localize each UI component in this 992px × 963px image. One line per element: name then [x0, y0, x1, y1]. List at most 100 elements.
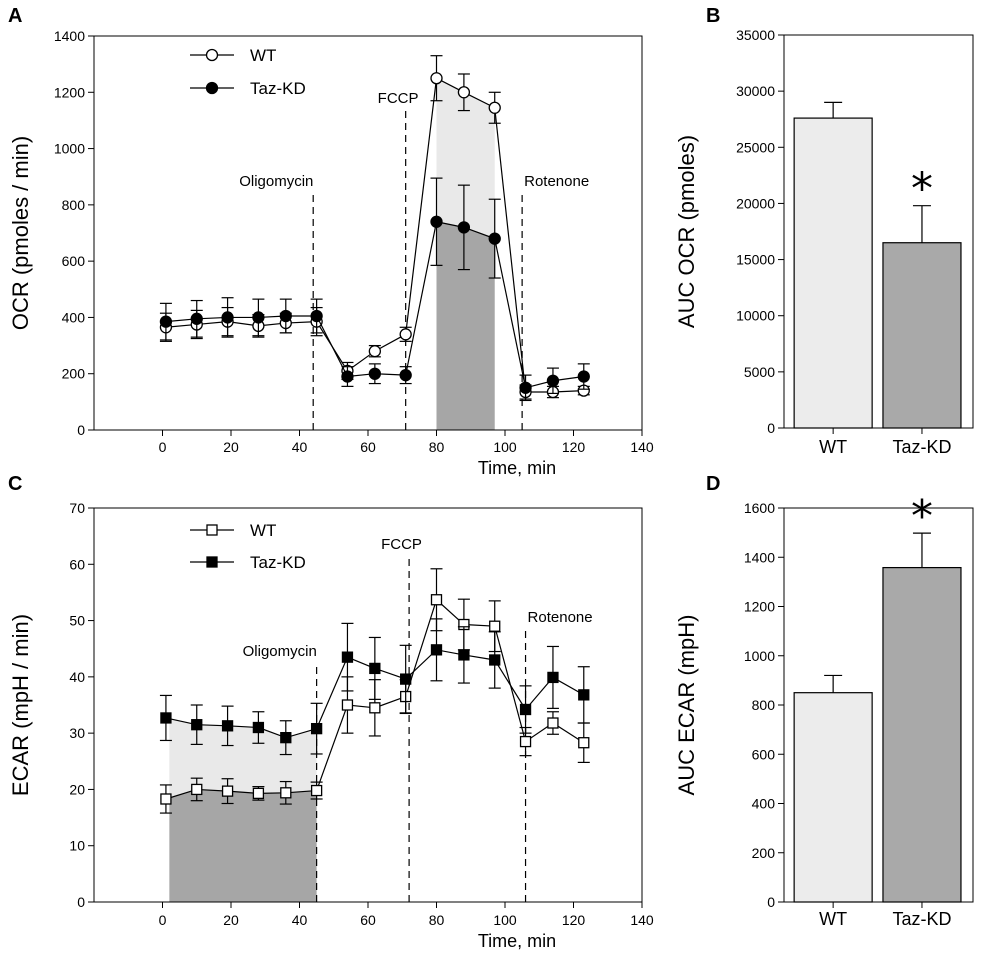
- x-tick-label: 40: [292, 439, 308, 455]
- y-tick-label: 800: [752, 697, 776, 713]
- y-tick-label: 1200: [744, 599, 775, 615]
- y-tick-label: 50: [69, 613, 85, 629]
- y-axis-title: AUC OCR (pmoles): [674, 135, 699, 328]
- y-tick-label: 600: [752, 746, 776, 762]
- y-tick-label: 200: [752, 845, 776, 861]
- y-tick-label: 30000: [736, 83, 775, 99]
- panel-c: C 0 10 20 30 40 50 60 70 0 20 40 60 80 100 120 140 Time, …: [8, 473, 654, 951]
- x-tick-label: Taz-KD: [892, 437, 951, 457]
- data-point: [369, 662, 381, 675]
- y-axis-title: AUC ECAR (mpH): [674, 615, 699, 796]
- data-point: [159, 315, 173, 328]
- y-tick-label: 5000: [744, 364, 775, 380]
- data-point: [368, 345, 382, 358]
- data-point: [547, 717, 559, 729]
- legend-marker-taz-kd: [205, 81, 219, 95]
- bar-taz-kd: [882, 242, 962, 429]
- data-point: [519, 703, 532, 716]
- data-point: [221, 311, 234, 324]
- y-tick-label: 70: [69, 500, 85, 516]
- y-tick-label: 400: [62, 309, 86, 325]
- legend-marker-taz-kd: [206, 556, 218, 568]
- y-tick-label: 0: [767, 420, 775, 436]
- y-tick-label: 0: [77, 422, 85, 438]
- data-point: [191, 783, 203, 796]
- data-point: [252, 311, 265, 324]
- x-tick-label: Taz-KD: [892, 909, 951, 929]
- x-tick-label: 20: [223, 912, 239, 928]
- x-tick-label: 0: [159, 912, 167, 928]
- panel-label-d: D: [706, 473, 720, 495]
- data-point: [191, 719, 203, 731]
- x-tick-label: 140: [630, 912, 654, 928]
- x-tick-label: 140: [630, 439, 654, 455]
- data-point: [457, 86, 471, 99]
- data-point: [457, 221, 471, 234]
- series-wt: [159, 55, 590, 400]
- shaded-region-dark: [436, 221, 495, 430]
- y-tick-label: 0: [77, 894, 85, 910]
- annotation-oligomycin: Oligomycin: [243, 643, 317, 660]
- panel-b: B 0 5000 10000 15000 20000 25000 30000 35000 AUC …: [674, 5, 974, 457]
- y-tick-label: 35000: [736, 27, 775, 43]
- y-tick-label: 400: [752, 796, 776, 812]
- legend-marker-wt: [206, 524, 218, 536]
- panel-label-c: C: [8, 473, 22, 495]
- series-line-taz-kd: [165, 221, 584, 389]
- y-tick-label: 1600: [744, 500, 775, 516]
- legend: WT Taz-KD: [190, 46, 306, 98]
- y-tick-label: 1400: [744, 549, 775, 565]
- x-tick-label: 100: [493, 439, 517, 455]
- data-point: [489, 654, 501, 666]
- panel-label-a: A: [8, 5, 22, 27]
- data-point: [399, 368, 412, 382]
- x-tick-label: 80: [429, 439, 445, 455]
- data-point: [310, 722, 323, 735]
- y-tick-label: 20: [69, 781, 85, 797]
- y-axis-title: OCR (pmoles / min): [8, 136, 33, 330]
- x-tick-label: 80: [429, 912, 445, 928]
- plot-frame: [783, 34, 974, 429]
- data-point: [280, 787, 292, 799]
- data-point: [430, 215, 443, 228]
- panel-a: A 0 200 400 600 800 1000 1200 1400 0 20 40 60 80 100 12…: [8, 5, 654, 478]
- data-point: [546, 374, 560, 387]
- x-tick-label: WT: [819, 909, 847, 929]
- shaded-region-light: [169, 718, 317, 798]
- data-point: [341, 370, 354, 383]
- significance-star: *: [911, 164, 933, 215]
- data-point: [489, 620, 501, 632]
- annotation-rotenone: Rotenone: [524, 173, 589, 190]
- data-point: [160, 793, 172, 805]
- y-tick-label: 800: [62, 197, 86, 213]
- data-point: [190, 312, 203, 325]
- data-point: [578, 737, 590, 749]
- x-axis-title: Time, min: [478, 458, 556, 478]
- annotation-fccp: FCCP: [381, 536, 422, 553]
- bar-wt: [793, 692, 873, 903]
- data-point: [221, 720, 234, 732]
- x-tick-label: 60: [360, 912, 376, 928]
- annotation-oligomycin: Oligomycin: [239, 173, 313, 190]
- panel-d: D 0 200 400 600 800 1000 1200 1400 1600 AUC ECAR (…: [674, 473, 974, 929]
- annotation-fccp: FCCP: [378, 90, 419, 107]
- data-point: [488, 232, 501, 245]
- legend-label-taz-kd: Taz-KD: [250, 553, 306, 572]
- y-tick-label: 1000: [744, 648, 775, 664]
- data-point: [399, 328, 412, 341]
- legend-marker-wt: [205, 48, 219, 62]
- y-tick-label: 10000: [736, 308, 775, 324]
- data-point: [458, 649, 470, 661]
- data-point: [221, 785, 234, 797]
- data-point: [310, 309, 323, 323]
- data-point: [519, 735, 532, 748]
- x-tick-label: 120: [562, 912, 586, 928]
- data-point: [341, 651, 354, 663]
- y-tick-label: 0: [767, 894, 775, 910]
- data-point: [488, 101, 501, 114]
- data-point: [252, 787, 265, 800]
- x-tick-label: 20: [223, 439, 239, 455]
- y-tick-label: 1200: [54, 84, 85, 100]
- data-point: [368, 367, 382, 380]
